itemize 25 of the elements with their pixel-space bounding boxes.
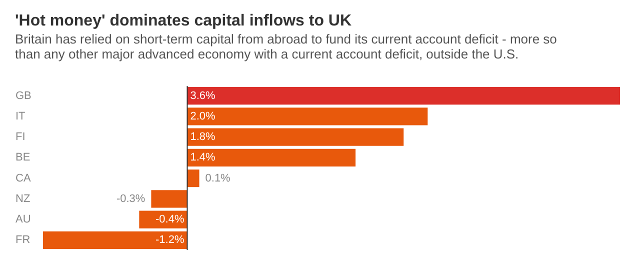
data-label: -0.3% bbox=[116, 192, 146, 205]
data-label: 3.6% bbox=[190, 90, 216, 102]
data-label: 1.8% bbox=[190, 131, 216, 144]
y-tick-label: NZ bbox=[16, 192, 30, 205]
bar bbox=[187, 87, 620, 105]
bar bbox=[187, 148, 356, 166]
chart-subtitle: Britain has relied on short-term capital from abroad to fund its current account deficit - more so than any other major advanced economy with a current account deficit, outside the U.S. bbox=[15, 32, 557, 62]
bar bbox=[43, 231, 188, 249]
y-tick-label: BE bbox=[16, 152, 30, 164]
data-label: 0.1% bbox=[205, 172, 231, 184]
bar bbox=[187, 128, 404, 146]
data-label: 1.4% bbox=[190, 152, 216, 164]
y-tick-label: FI bbox=[16, 131, 26, 144]
data-label: 2.0% bbox=[190, 110, 216, 122]
y-tick-label: AU bbox=[16, 214, 31, 226]
y-tick-label: FR bbox=[16, 234, 30, 246]
y-tick-label: GB bbox=[16, 90, 32, 102]
chart-title: 'Hot money' dominates capital inflows to UK bbox=[15, 12, 352, 30]
data-label: -0.4% bbox=[156, 214, 184, 226]
bar bbox=[187, 108, 428, 126]
bar bbox=[187, 170, 200, 188]
y-tick-label: IT bbox=[16, 110, 26, 122]
y-tick-label: CA bbox=[16, 172, 32, 184]
bar bbox=[151, 190, 188, 208]
data-label: -1.2% bbox=[156, 234, 184, 246]
